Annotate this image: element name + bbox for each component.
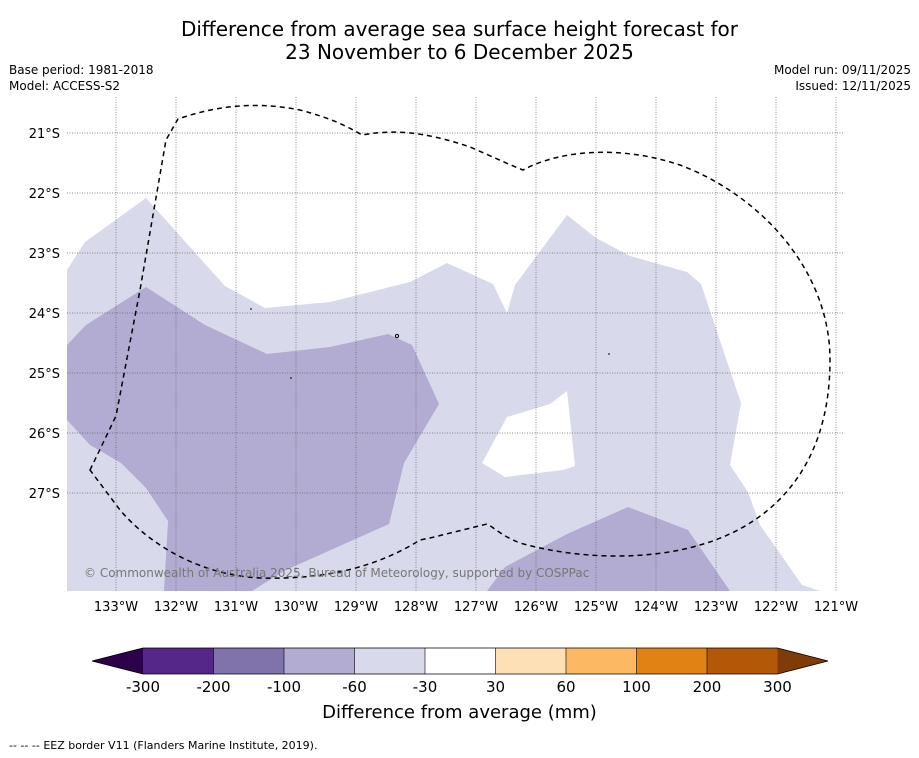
colorbar-segment xyxy=(636,648,707,674)
colorbar-segment xyxy=(707,648,778,674)
island-marker xyxy=(394,333,400,339)
lon-label: 129°W xyxy=(334,600,378,615)
lon-label: 131°W xyxy=(214,600,258,615)
eez-legend-text: EEZ border V11 (Flanders Marine Institut… xyxy=(43,739,318,752)
colorbar-tick-label: -60 xyxy=(342,678,367,696)
lon-labels: 133°W 132°W 131°W 130°W 129°W 128°W 127°… xyxy=(94,600,858,615)
colorbar-segment xyxy=(566,648,637,674)
anomaly-band-minus100-minus60-east xyxy=(487,507,730,591)
island-markers xyxy=(250,308,610,379)
lon-label: 128°W xyxy=(394,600,438,615)
lon-label: 124°W xyxy=(634,600,678,615)
colorbar-segment xyxy=(354,648,425,674)
colorbar-tick-label: 100 xyxy=(622,678,651,696)
meta-left: Base period: 1981-2018 Model: ACCESS-S2 xyxy=(9,62,154,94)
title-line-1: Difference from average sea surface heig… xyxy=(180,17,739,41)
colorbar-tick-label: 300 xyxy=(763,678,792,696)
colorbar-segment xyxy=(284,648,355,674)
colorbar-tick-label: 30 xyxy=(486,678,505,696)
map-plot-area xyxy=(67,97,843,591)
lon-label: 123°W xyxy=(694,600,738,615)
map-title: Difference from average sea surface heig… xyxy=(0,18,919,64)
eez-border xyxy=(89,104,831,579)
colorbar-under-arrow xyxy=(92,648,143,674)
colorbar-tick-label: -100 xyxy=(267,678,301,696)
colorbar-ticks: -300 -200 -100 -60 -30 30 60 100 200 300 xyxy=(126,678,792,696)
colorbar-over-arrow xyxy=(777,648,828,674)
issued-label: Issued: 12/11/2025 xyxy=(795,79,911,93)
lat-label: 23°S xyxy=(29,247,60,262)
colorbar-segment xyxy=(425,648,496,674)
lat-label: 27°S xyxy=(29,487,60,502)
colorbar-segment xyxy=(213,648,284,674)
colorbar-tick-label: -300 xyxy=(126,678,160,696)
colorbar-tick-label: -200 xyxy=(196,678,230,696)
lon-label: 130°W xyxy=(274,600,318,615)
colorbar xyxy=(91,647,829,675)
colorbar-tick-label: -30 xyxy=(413,678,438,696)
title-line-2: 23 November to 6 December 2025 xyxy=(285,40,634,64)
lat-label: 25°S xyxy=(29,367,60,382)
colorbar-outline xyxy=(91,647,829,675)
eez-legend-symbol: -- -- -- xyxy=(9,739,40,752)
lat-label: 22°S xyxy=(29,187,60,202)
anomaly-band-minus100-minus60-west xyxy=(67,287,439,591)
lon-label: 122°W xyxy=(754,600,798,615)
colorbar-tick-label: 200 xyxy=(693,678,722,696)
lon-label: 132°W xyxy=(154,600,198,615)
colorbar-tick-label: 60 xyxy=(556,678,575,696)
footer-legend: -- -- -- EEZ border V11 (Flanders Marine… xyxy=(9,739,317,752)
lon-label: 133°W xyxy=(94,600,138,615)
anomaly-band-neutral-pocket xyxy=(482,391,575,477)
lon-label: 127°W xyxy=(454,600,498,615)
colorbar-title: Difference from average (mm) xyxy=(322,702,597,723)
colorbar-segment xyxy=(143,648,214,674)
lat-label: 21°S xyxy=(29,127,60,142)
colorbar-dividers xyxy=(213,648,708,674)
lat-label: 24°S xyxy=(29,307,60,322)
colorbar-segment xyxy=(495,648,566,674)
copyright-note: © Commonwealth of Australia 2025, Bureau… xyxy=(84,566,589,580)
lon-label: 125°W xyxy=(574,600,618,615)
base-period-label: Base period: 1981-2018 xyxy=(9,63,154,77)
meta-right: Model run: 09/11/2025 Issued: 12/11/2025 xyxy=(774,62,911,94)
graticule xyxy=(67,97,843,591)
lat-labels: 21°S 22°S 23°S 24°S 25°S 26°S 27°S xyxy=(29,127,60,502)
model-run-label: Model run: 09/11/2025 xyxy=(773,63,911,77)
model-label: Model: ACCESS-S2 xyxy=(9,79,121,93)
lon-label: 121°W xyxy=(814,600,858,615)
lat-label: 26°S xyxy=(29,427,60,442)
lon-label: 126°W xyxy=(514,600,558,615)
